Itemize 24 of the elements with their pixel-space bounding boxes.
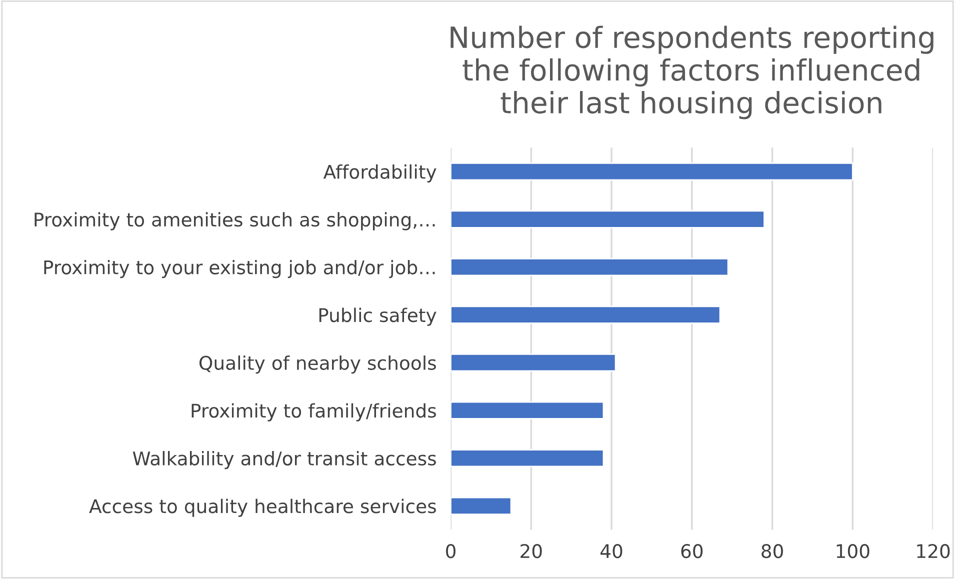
x-tick-label: 100 — [836, 544, 870, 558]
y-tick-label: Public safety — [319, 308, 436, 326]
bar — [450, 258, 729, 276]
bar — [450, 210, 765, 228]
x-tick-label: 0 — [446, 544, 456, 558]
y-tick-label: Proximity to your existing job and/or job… — [44, 260, 435, 278]
bar — [450, 306, 721, 324]
y-tick-label: Proximity to amenities such as shopping,… — [34, 212, 435, 230]
y-tick-label: Affordability — [323, 164, 436, 183]
x-tick-label: 120 — [917, 544, 950, 558]
y-tick-label: Access to quality healthcare services — [89, 498, 436, 517]
y-tick-label: Walkability and/or transit access — [132, 451, 436, 470]
chart-title: Number of respondents reporting the following factors influenced their last housing decision — [450, 26, 934, 120]
y-tick-label: Proximity to family/friends — [192, 403, 436, 422]
bar — [450, 401, 604, 420]
x-tick-label: 40 — [600, 544, 622, 558]
x-tick-label: 60 — [681, 544, 703, 558]
bar — [450, 162, 854, 181]
bar — [450, 354, 616, 372]
y-tick-label: Quality of nearby schools — [199, 355, 436, 374]
bar — [450, 496, 512, 515]
x-tick-label: 80 — [762, 544, 783, 558]
x-tick-label: 20 — [520, 544, 542, 558]
bar — [450, 449, 604, 468]
